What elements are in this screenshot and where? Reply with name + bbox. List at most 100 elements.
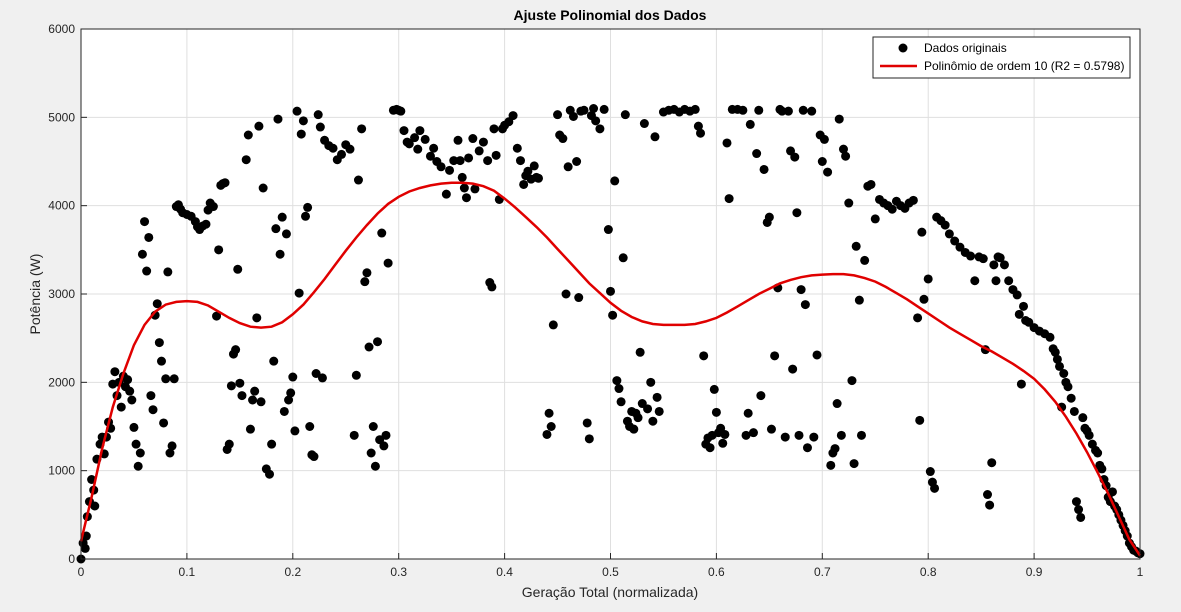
legend: Dados originais Polinômio de ordem 10 (R… [872,36,1131,79]
data-point [267,439,277,449]
scatter-series [76,104,1145,564]
data-point [1059,369,1069,378]
data-point [441,189,451,199]
data-point [770,351,780,361]
data-point [756,391,766,401]
data-point [847,376,857,386]
data-point [269,356,279,366]
data-point [163,267,173,277]
data-point [1074,505,1084,515]
data-point [290,426,300,436]
data-point [1052,354,1062,364]
x-tick-label: 0.8 [920,565,937,579]
data-point [250,386,260,396]
data-point [582,418,592,428]
data-point [860,255,870,265]
data-point [1097,464,1107,474]
data-point [754,105,764,115]
x-tick-label: 0.7 [814,565,831,579]
data-point [449,156,459,166]
data-point [599,104,609,114]
data-point [131,439,141,449]
data-point [1084,430,1094,440]
data-point [991,276,1001,286]
data-point [989,260,999,270]
data-point [80,543,90,553]
data-point [610,176,620,186]
data-point [966,251,976,261]
data-point [233,264,243,274]
data-point [690,104,700,114]
data-point [298,116,308,126]
data-point [429,143,439,153]
data-point [764,212,774,222]
data-point [201,219,211,229]
data-point [780,432,790,442]
data-point [798,105,808,115]
data-point [722,138,732,148]
data-point [425,151,435,161]
data-point [1014,309,1024,319]
data-point [370,461,380,471]
data-point [759,164,769,174]
data-point [1071,497,1081,507]
x-tick-label: 0.9 [1026,565,1043,579]
data-point [252,313,262,323]
data-point [399,126,409,136]
x-tick-label: 0 [78,565,85,579]
data-point [983,490,993,500]
data-point [353,175,363,185]
data-point [256,397,266,407]
data-point [788,364,798,374]
data-point [159,418,169,428]
data-point [777,106,787,116]
data-point [154,338,164,348]
data-point [483,156,493,166]
data-point [436,162,446,172]
data-point [328,143,338,153]
data-point [1012,290,1022,300]
x-axis-ticks: 0 0.1 0.2 0.3 0.4 0.5 0.6 0.7 0.8 0.9 1 [78,553,1144,579]
data-point [491,150,501,160]
data-point [745,119,755,129]
data-point [866,179,876,189]
data-point [271,224,281,234]
data-point [461,193,471,203]
data-point [237,391,247,401]
data-point [832,399,842,409]
data-point [309,452,319,462]
data-point [693,121,703,131]
data-point [410,133,420,143]
data-point [241,155,251,165]
data-point [254,121,264,131]
x-tick-label: 0.5 [602,565,619,579]
data-point [357,124,367,134]
data-point [608,310,618,320]
data-point [212,311,222,321]
data-point [279,406,289,416]
data-point [123,375,133,385]
legend-entry-fit: Polinômio de ordem 10 (R2 = 0.5798) [924,59,1124,73]
data-point [614,384,624,394]
data-point [542,429,552,439]
data-point [1063,382,1073,392]
data-point [311,369,321,378]
data-point [137,249,147,259]
data-point [515,156,525,166]
data-point [315,122,325,132]
data-point [807,106,817,116]
data-point [404,139,414,149]
data-point [568,111,578,121]
data-point [125,386,135,396]
data-point [589,104,599,113]
data-point [752,149,762,159]
polynomial-fit-line [79,181,1142,557]
data-point [925,467,935,477]
data-point [696,128,706,138]
data-point [345,144,355,154]
data-point [856,430,866,440]
data-point [415,126,425,136]
data-point [301,211,311,221]
data-point [313,110,323,120]
